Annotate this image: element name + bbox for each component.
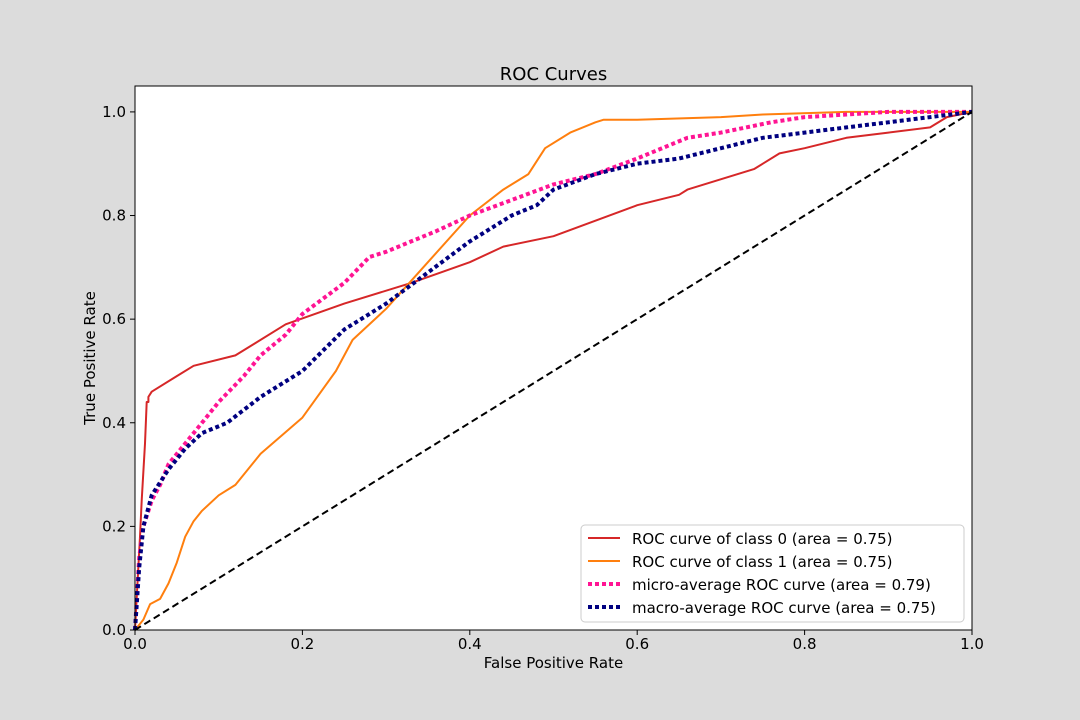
x-tick-label: 1.0 (960, 635, 984, 653)
legend-label-micro-average: micro-average ROC curve (area = 0.79) (632, 576, 931, 594)
y-tick-label: 0.8 (102, 207, 126, 225)
legend-label-class-1: ROC curve of class 1 (area = 0.75) (632, 553, 892, 571)
legend: ROC curve of class 0 (area = 0.75) ROC c… (580, 524, 965, 623)
roc-curve-class-0 (134, 110, 973, 631)
roc-curve-class-1 (134, 110, 972, 631)
micro-average-curve (133, 109, 972, 631)
curves-layer (133, 109, 973, 631)
legend-label-macro-average: macro-average ROC curve (area = 0.75) (632, 599, 936, 617)
legend-label-class-0: ROC curve of class 0 (area = 0.75) (632, 530, 892, 548)
y-tick-label: 0.0 (102, 621, 126, 639)
y-axis-ticks: 0.0 0.2 0.4 0.6 0.8 1.0 (102, 103, 135, 639)
x-tick-label: 0.0 (123, 635, 147, 653)
y-axis-label: True Positive Rate (81, 291, 99, 426)
x-tick-label: 0.6 (625, 635, 649, 653)
y-tick-label: 0.4 (102, 414, 126, 432)
macro-average-curve (133, 109, 973, 631)
plot-frame (134, 85, 973, 631)
chart-title: ROC Curves (500, 64, 607, 85)
x-tick-label: 0.4 (458, 635, 482, 653)
y-tick-label: 0.2 (102, 517, 126, 535)
x-axis-label: False Positive Rate (484, 654, 623, 672)
y-tick-label: 1.0 (102, 103, 126, 121)
y-tick-label: 0.6 (102, 310, 126, 328)
legend-box (580, 524, 965, 623)
chance-diagonal-line (134, 111, 973, 631)
x-tick-label: 0.2 (290, 635, 314, 653)
x-tick-label: 0.8 (793, 635, 817, 653)
x-axis-ticks: 0.0 0.2 0.4 0.6 0.8 1.0 (123, 630, 984, 653)
